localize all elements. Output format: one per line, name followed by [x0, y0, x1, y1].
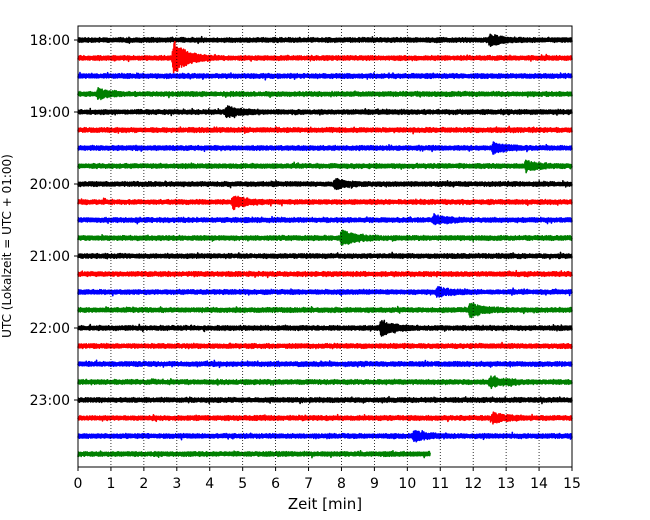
trace-2315	[77, 411, 573, 425]
trace-1800	[77, 33, 573, 48]
trace-1930	[77, 141, 573, 155]
y-tick-label-2300: 23:00	[30, 393, 70, 409]
y-tick-label-2200: 22:00	[30, 321, 70, 337]
x-tick-label-14: 14	[530, 476, 548, 492]
trace-2000	[77, 177, 573, 191]
trace-2100	[77, 251, 573, 260]
x-tick-label-9: 9	[370, 476, 379, 492]
x-tick-label-1: 1	[106, 476, 115, 492]
x-tick-label-0: 0	[74, 476, 83, 492]
x-tick-label-5: 5	[238, 476, 247, 492]
y-tick-label-2000: 20:00	[30, 177, 70, 193]
trace-2030	[77, 213, 573, 226]
x-tick-label-3: 3	[172, 476, 181, 492]
trace-2015	[77, 195, 573, 211]
trace-2215	[77, 341, 573, 350]
trace-2130	[77, 285, 573, 298]
trace-2115	[77, 269, 573, 279]
trace-1900	[77, 105, 573, 119]
trace-2230	[77, 359, 573, 369]
y-axis: 18:00 19:00 20:00 21:00 22:00 23:00	[30, 33, 78, 409]
trace-1815	[77, 40, 573, 74]
x-tick-label-12: 12	[464, 476, 482, 492]
y-axis-label: UTC (Lokalzeit = UTC + 01:00)	[0, 154, 14, 338]
x-axis: 0 1 2 3 4 5 6 7 8 9 10 11 12 13 14 15	[74, 467, 581, 492]
x-tick-label-10: 10	[398, 476, 416, 492]
x-tick-label-15: 15	[563, 476, 581, 492]
trace-2345	[77, 449, 431, 459]
trace-2330	[77, 429, 573, 443]
y-tick-label-1900: 19:00	[30, 105, 70, 121]
trace-2045	[77, 229, 573, 246]
trace-2145	[77, 302, 573, 319]
plot-frame	[77, 25, 573, 468]
x-tick-label-6: 6	[271, 476, 280, 492]
x-tick-label-4: 4	[205, 476, 214, 492]
trace-1915	[77, 125, 573, 135]
x-axis-label: Zeit [min]	[288, 495, 362, 513]
x-tick-label-13: 13	[497, 476, 515, 492]
x-tick-label-11: 11	[431, 476, 449, 492]
traces-layer	[77, 33, 573, 459]
trace-2300	[77, 395, 573, 405]
trace-1830	[77, 71, 573, 81]
y-tick-label-1800: 18:00	[30, 33, 70, 49]
trace-2200	[77, 319, 573, 337]
x-tick-label-7: 7	[304, 476, 313, 492]
trace-2245	[77, 375, 573, 390]
trace-1845	[77, 86, 573, 101]
x-tick-label-8: 8	[337, 476, 346, 492]
trace-1945	[77, 159, 573, 174]
x-tick-label-2: 2	[139, 476, 148, 492]
y-tick-label-2100: 21:00	[30, 249, 70, 265]
